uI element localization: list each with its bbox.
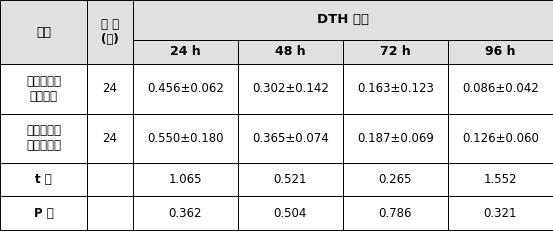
Text: 复方西罗莫
司滴眼剂: 复方西罗莫 司滴眼剂 [26, 75, 61, 103]
Bar [343, 163, 448, 196]
Text: P 值: P 值 [34, 206, 54, 220]
Bar [238, 196, 343, 230]
Text: 0.086±0.042: 0.086±0.042 [462, 82, 539, 95]
Text: 0.163±0.123: 0.163±0.123 [357, 82, 434, 95]
Text: 眼 数
(只): 眼 数 (只) [101, 18, 119, 46]
Text: 48 h: 48 h [275, 45, 306, 58]
Bar [448, 64, 553, 114]
Bar [448, 114, 553, 163]
Text: 72 h: 72 h [380, 45, 411, 58]
Text: 96 h: 96 h [485, 45, 516, 58]
Bar [0, 163, 87, 196]
Bar [133, 40, 238, 64]
Bar [87, 196, 133, 230]
Bar [0, 114, 87, 163]
Bar [87, 163, 133, 196]
Text: 组别: 组别 [36, 26, 51, 39]
Bar [343, 196, 448, 230]
Text: 0.456±0.062: 0.456±0.062 [147, 82, 224, 95]
Bar [238, 163, 343, 196]
Bar [87, 0, 133, 64]
Bar [238, 40, 343, 64]
Bar [87, 64, 133, 114]
Text: 0.321: 0.321 [484, 206, 517, 220]
Text: 普通型西罗
莫司滴眼剂: 普通型西罗 莫司滴眼剂 [26, 124, 61, 152]
Bar [343, 64, 448, 114]
Text: 0.302±0.142: 0.302±0.142 [252, 82, 329, 95]
Bar [343, 40, 448, 64]
Bar [448, 40, 553, 64]
Text: 0.187±0.069: 0.187±0.069 [357, 132, 434, 145]
Text: 0.786: 0.786 [379, 206, 412, 220]
Bar [133, 64, 238, 114]
Text: 1.552: 1.552 [484, 173, 517, 186]
Text: 24: 24 [102, 132, 118, 145]
Text: 0.126±0.060: 0.126±0.060 [462, 132, 539, 145]
Text: 0.504: 0.504 [274, 206, 307, 220]
Text: 0.265: 0.265 [379, 173, 412, 186]
Bar [238, 64, 343, 114]
Bar [448, 196, 553, 230]
Text: 0.521: 0.521 [274, 173, 307, 186]
Bar [87, 114, 133, 163]
Text: 1.065: 1.065 [169, 173, 202, 186]
Bar [0, 0, 87, 64]
Text: 0.550±0.180: 0.550±0.180 [147, 132, 223, 145]
Text: 24: 24 [102, 82, 118, 95]
Text: 0.365±0.074: 0.365±0.074 [252, 132, 328, 145]
Bar [343, 114, 448, 163]
Bar [133, 163, 238, 196]
Bar [0, 196, 87, 230]
Text: 0.362: 0.362 [169, 206, 202, 220]
Text: t 值: t 值 [35, 173, 52, 186]
Bar [0, 64, 87, 114]
Text: DTH 评分: DTH 评分 [317, 13, 369, 26]
Bar [238, 114, 343, 163]
Bar [133, 114, 238, 163]
Bar [133, 0, 553, 40]
Bar [448, 163, 553, 196]
Text: 24 h: 24 h [170, 45, 201, 58]
Bar [133, 196, 238, 230]
